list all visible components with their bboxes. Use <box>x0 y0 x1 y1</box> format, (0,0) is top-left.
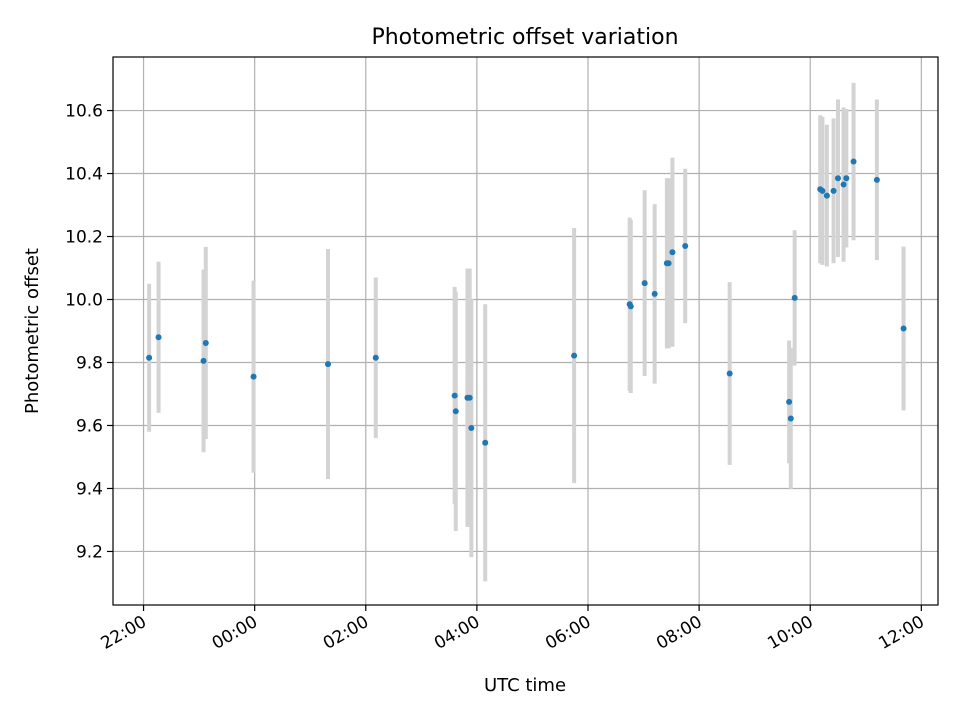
data-point <box>202 339 209 346</box>
data-point <box>200 357 207 364</box>
data-point <box>641 280 648 287</box>
data-point <box>466 394 473 401</box>
data-point <box>571 352 578 359</box>
data-point <box>155 334 162 341</box>
y-tick-label: 9.8 <box>76 353 103 373</box>
y-tick-label: 9.2 <box>76 542 103 562</box>
data-point <box>791 294 798 301</box>
data-point <box>873 176 880 183</box>
data-point <box>830 187 837 194</box>
data-point <box>819 187 826 194</box>
data-point <box>482 439 489 446</box>
data-point <box>850 158 857 165</box>
data-point <box>146 354 153 361</box>
data-point <box>823 192 830 199</box>
data-point <box>669 249 676 256</box>
data-point <box>787 415 794 422</box>
data-point <box>372 354 379 361</box>
chart-title: Photometric offset variation <box>371 25 678 50</box>
data-point <box>451 392 458 399</box>
y-tick-label: 10.0 <box>65 291 103 311</box>
data-point <box>468 425 475 432</box>
data-point <box>325 361 331 368</box>
data-point <box>651 290 658 297</box>
y-tick-label: 10.2 <box>65 228 103 248</box>
y-tick-label: 9.4 <box>76 479 103 499</box>
data-point <box>627 303 634 310</box>
y-axis-label: Photometric offset <box>22 248 43 414</box>
gridlines <box>113 57 938 605</box>
data-points <box>146 158 907 446</box>
y-axis-ticks: 9.2 9.4 9.6 9.8 10.0 10.2 10.4 10.6 <box>65 102 113 562</box>
data-point <box>682 242 689 249</box>
data-point <box>726 370 733 377</box>
data-point <box>665 260 672 267</box>
plot-frame <box>112 56 939 606</box>
data-point <box>840 181 847 188</box>
data-point <box>250 373 257 380</box>
data-point <box>900 325 907 332</box>
data-point <box>835 175 841 182</box>
data-point <box>452 408 459 415</box>
y-tick-label: 10.6 <box>65 102 103 122</box>
y-tick-label: 10.4 <box>65 165 103 185</box>
data-point <box>786 398 793 405</box>
x-axis-label: UTC time <box>484 675 566 696</box>
y-tick-label: 9.6 <box>76 416 103 436</box>
data-point <box>843 175 850 182</box>
